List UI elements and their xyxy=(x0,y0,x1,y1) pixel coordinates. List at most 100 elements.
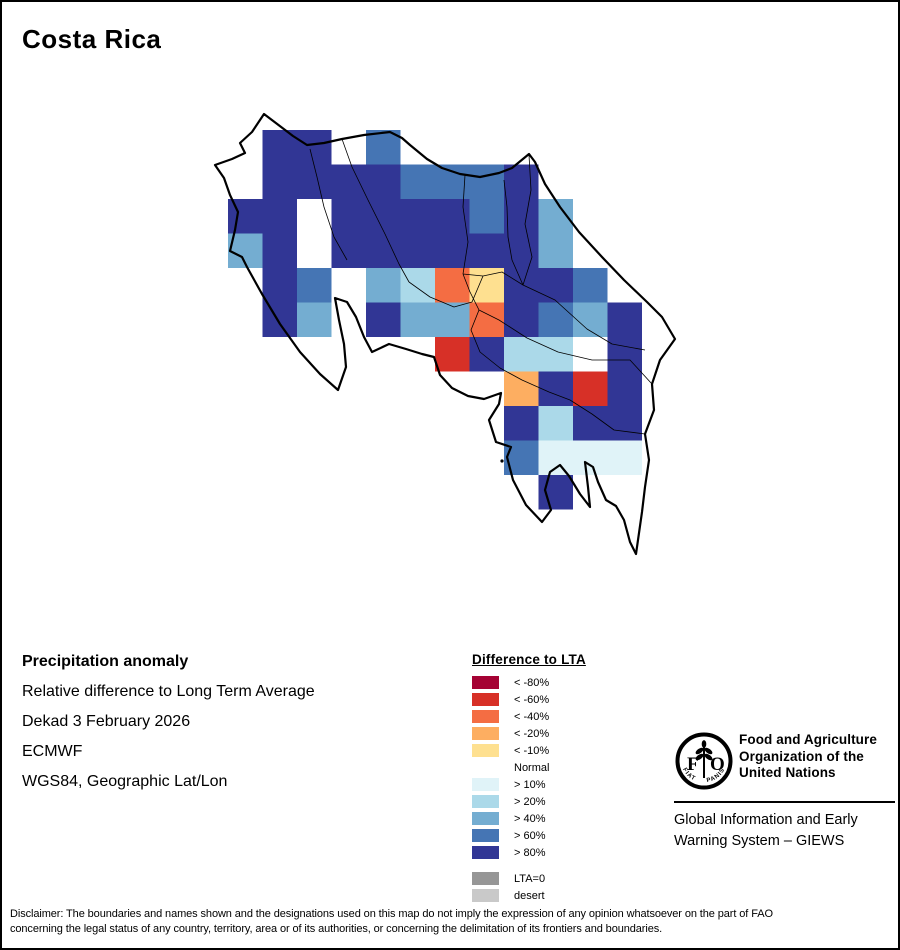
legend-swatch-lt80 xyxy=(472,676,499,689)
anomaly-cell xyxy=(366,233,401,268)
anomaly-cell xyxy=(400,199,435,234)
legend: Difference to LTA < -80% < -60% < -40% < -2… xyxy=(472,652,622,904)
legend-entry: < -10% xyxy=(472,742,622,759)
metadata-line: WGS84, Geographic Lat/Lon xyxy=(22,773,228,790)
wheat-icon xyxy=(695,740,713,778)
anomaly-cell xyxy=(262,233,297,268)
legend-swatch-gt10 xyxy=(472,778,499,791)
anomaly-cell xyxy=(538,440,573,475)
anomaly-cell xyxy=(262,164,297,199)
legend-swatch-gt40 xyxy=(472,812,499,825)
legend-entry: > 60% xyxy=(472,827,622,844)
fao-org-name: Food and Agriculture Organization of the… xyxy=(739,732,877,782)
anomaly-cell xyxy=(435,233,470,268)
legend-label: < -80% xyxy=(514,676,550,689)
legend-swatch-lt40 xyxy=(472,710,499,723)
map-metadata-block: Precipitation anomaly Relative differenc… xyxy=(22,653,315,803)
metadata-line: Relative difference to Long Term Average xyxy=(22,683,315,700)
fao-org-line: Organization of the xyxy=(739,748,864,764)
legend-entry: LTA=0 xyxy=(472,870,622,887)
cano-island xyxy=(500,459,504,463)
anomaly-cell xyxy=(297,268,332,303)
anomaly-cell xyxy=(366,302,401,337)
anomaly-cell xyxy=(297,164,332,199)
legend-swatch-lt10 xyxy=(472,744,499,757)
anomaly-cell xyxy=(504,302,539,337)
legend-entry: Normal xyxy=(472,759,622,776)
anomaly-cell xyxy=(573,268,608,303)
legend-label: LTA=0 xyxy=(514,872,546,885)
page-title: Costa Rica xyxy=(22,24,162,54)
anomaly-cell xyxy=(331,199,366,234)
anomaly-cell xyxy=(435,268,470,303)
metadata-line: Dekad 3 February 2026 xyxy=(22,713,191,730)
anomaly-cell xyxy=(607,406,642,441)
legend-entry: > 80% xyxy=(472,844,622,861)
anomaly-cell xyxy=(469,164,504,199)
anomaly-cell xyxy=(366,268,401,303)
legend-swatch-gt60 xyxy=(472,829,499,842)
giews-line: Global Information and Early xyxy=(674,812,858,828)
metadata-line: ECMWF xyxy=(22,743,83,760)
anomaly-cell xyxy=(504,371,539,406)
legend-entry: > 20% xyxy=(472,793,622,810)
fao-logo-letter-f: F xyxy=(687,754,699,775)
anomaly-cell xyxy=(469,268,504,303)
disclaimer: Disclaimer: The boundaries and names sho… xyxy=(10,907,896,937)
anomaly-cell xyxy=(262,199,297,234)
map-area xyxy=(202,87,692,592)
costa-rica-coastline xyxy=(213,112,677,556)
anomaly-cell xyxy=(504,337,539,372)
anomaly-cell xyxy=(297,130,332,165)
legend-swatch-lt20 xyxy=(472,727,499,740)
legend-entry: > 40% xyxy=(472,810,622,827)
anomaly-cell xyxy=(504,199,539,234)
legend-label: > 10% xyxy=(514,778,546,791)
anomaly-cell xyxy=(435,199,470,234)
legend-label: > 60% xyxy=(514,829,546,842)
legend-entry: < -20% xyxy=(472,725,622,742)
anomaly-cell xyxy=(331,233,366,268)
legend-swatch-normal xyxy=(472,761,499,774)
legend-label: < -60% xyxy=(514,693,550,706)
legend-label: > 80% xyxy=(514,846,546,859)
giews-name: Global Information and Early Warning Sys… xyxy=(674,810,858,852)
anomaly-cell xyxy=(538,371,573,406)
legend-title: Difference to LTA xyxy=(472,652,586,667)
anomaly-cell xyxy=(297,302,332,337)
fao-org-line: Food and Agriculture xyxy=(739,732,877,747)
anomaly-cell xyxy=(331,164,366,199)
legend-label: > 20% xyxy=(514,795,546,808)
anomaly-cell xyxy=(573,406,608,441)
anomaly-cell xyxy=(366,199,401,234)
legend-entry: desert xyxy=(472,887,622,904)
anomaly-cell xyxy=(262,268,297,303)
costa-rica-map xyxy=(213,112,677,556)
anomaly-cell xyxy=(504,268,539,303)
anomaly-cell xyxy=(607,337,642,372)
legend-entry: < -60% xyxy=(472,691,622,708)
anomaly-cell xyxy=(538,406,573,441)
anomaly-cell xyxy=(262,302,297,337)
legend-swatch-lta0 xyxy=(472,872,499,885)
fao-divider-line xyxy=(674,801,895,803)
legend-entry: < -80% xyxy=(472,674,622,691)
disclaimer-line: Disclaimer: The boundaries and names sho… xyxy=(10,908,773,920)
anomaly-cell xyxy=(469,337,504,372)
anomaly-cell xyxy=(573,440,608,475)
anomaly-cell xyxy=(607,371,642,406)
anomaly-cell xyxy=(435,337,470,372)
anomaly-cell xyxy=(400,302,435,337)
fao-logo: F O FIAT PANIS xyxy=(675,732,733,790)
legend-swatch-desert xyxy=(472,889,499,902)
anomaly-cell xyxy=(538,475,573,510)
anomaly-cell xyxy=(504,164,539,199)
anomaly-cell xyxy=(400,233,435,268)
anomaly-cell xyxy=(469,199,504,234)
legend-label: < -20% xyxy=(514,727,550,740)
legend-entry: > 10% xyxy=(472,776,622,793)
anomaly-cell xyxy=(504,233,539,268)
legend-swatch-gt20 xyxy=(472,795,499,808)
anomaly-cell xyxy=(538,233,573,268)
